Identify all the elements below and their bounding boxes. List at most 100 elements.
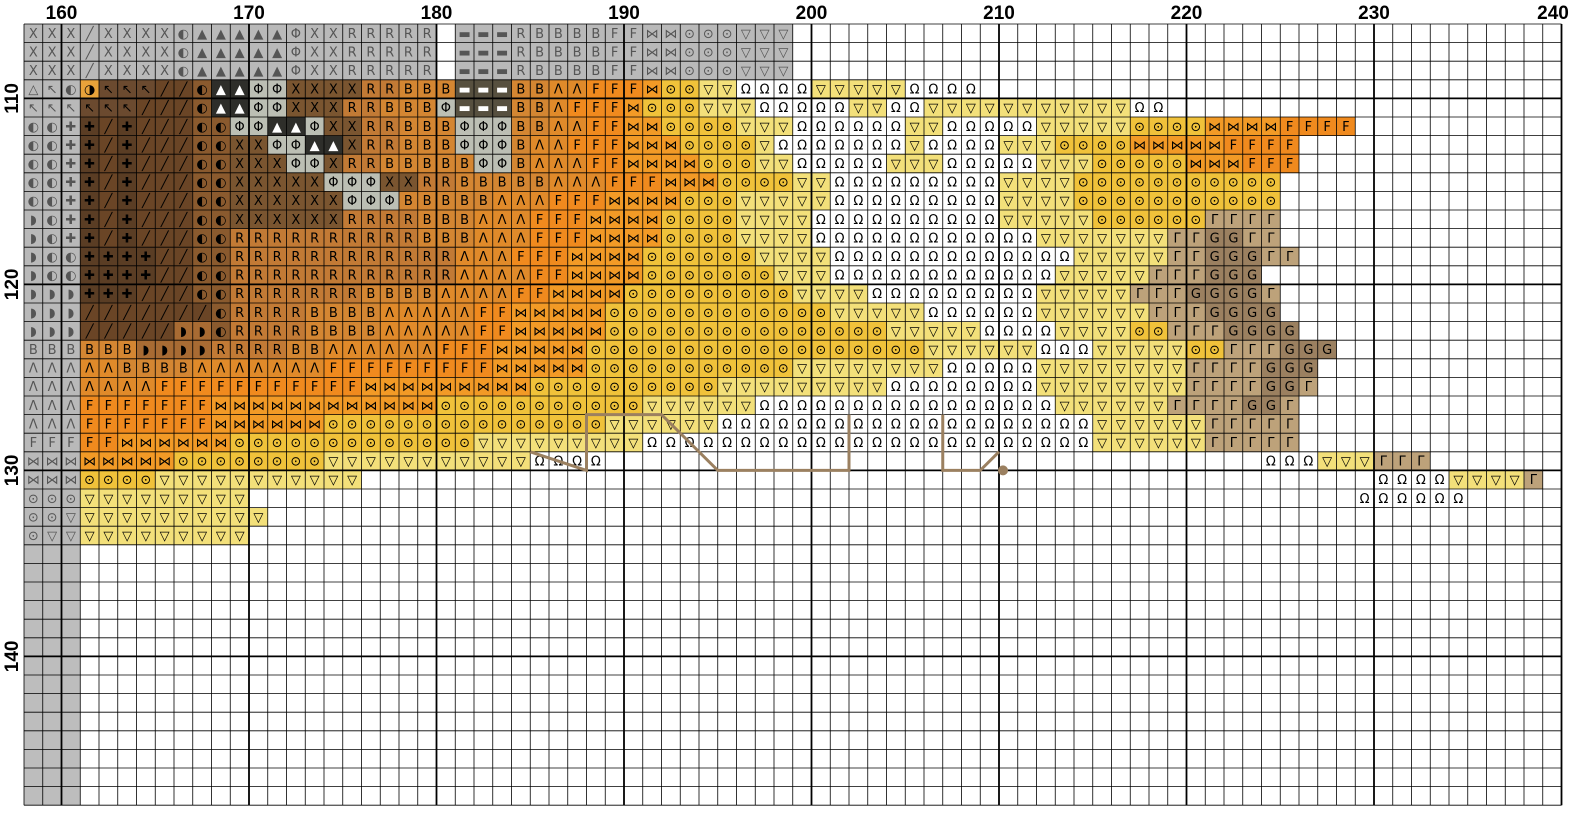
stitch-cell bbox=[286, 247, 306, 266]
stitch-symbol: R bbox=[366, 138, 375, 153]
stitch-cell bbox=[42, 303, 62, 322]
stitch-symbol: ⊙ bbox=[1134, 213, 1145, 228]
stitch-symbol: ◐ bbox=[46, 269, 57, 284]
stitch-symbol: ⋈ bbox=[346, 399, 359, 414]
stitch-cell bbox=[80, 303, 99, 322]
stitch-symbol: ▽ bbox=[1097, 250, 1107, 265]
stitch-symbol: ▽ bbox=[1041, 157, 1051, 172]
stitch-cell bbox=[42, 730, 62, 750]
stitch-symbol: B bbox=[460, 194, 469, 209]
stitch-cell bbox=[661, 228, 681, 248]
stitch-symbol: ✚ bbox=[65, 157, 76, 172]
stitch-symbol: Γ bbox=[1192, 324, 1200, 339]
stitch-symbol: ◐ bbox=[28, 194, 39, 209]
stitch-symbol: Ω bbox=[778, 138, 788, 153]
stitch-cell bbox=[586, 79, 606, 99]
stitch-symbol: ⋈ bbox=[196, 436, 209, 451]
column-label: 180 bbox=[421, 3, 453, 24]
stitch-symbol: ◐ bbox=[28, 176, 39, 191]
stitch-symbol: Γ bbox=[1192, 231, 1200, 246]
stitch-symbol: ╱ bbox=[85, 304, 95, 321]
stitch-cell bbox=[42, 619, 62, 638]
stitch-cell bbox=[417, 154, 437, 173]
stitch-cell bbox=[324, 24, 343, 43]
stitch-cell bbox=[249, 340, 268, 359]
stitch-symbol: ✚ bbox=[84, 287, 95, 302]
stitch-cell bbox=[774, 42, 793, 62]
stitch-symbol: B bbox=[291, 343, 300, 358]
stitch-symbol: ⊙ bbox=[740, 176, 751, 191]
stitch-cell bbox=[436, 117, 456, 136]
stitch-cell bbox=[211, 228, 231, 248]
stitch-symbol: Ω bbox=[1022, 231, 1032, 246]
stitch-symbol: ⊙ bbox=[684, 343, 695, 358]
stitch-symbol: G bbox=[1266, 324, 1276, 339]
stitch-symbol: ▽ bbox=[1135, 231, 1145, 246]
stitch-symbol: ⊙ bbox=[590, 362, 601, 377]
stitch-symbol: Ω bbox=[778, 417, 788, 432]
stitch-cell bbox=[736, 61, 756, 80]
stitch-symbol: ▬ bbox=[458, 101, 470, 116]
stitch-symbol: ▽ bbox=[178, 473, 188, 488]
stitch-cell bbox=[924, 321, 943, 341]
stitch-symbol: ◐ bbox=[65, 250, 76, 265]
stitch-symbol: ▽ bbox=[160, 492, 170, 507]
stitch-cell bbox=[886, 321, 906, 341]
stitch-cell bbox=[755, 172, 774, 192]
stitch-symbol: ⊙ bbox=[1134, 194, 1145, 209]
stitch-cell bbox=[680, 210, 699, 229]
stitch-cell bbox=[380, 98, 399, 117]
stitch-symbol: Λ bbox=[516, 269, 525, 284]
stitch-symbol: Ω bbox=[985, 213, 995, 228]
stitch-symbol: Λ bbox=[404, 324, 413, 339]
stitch-symbol: ▽ bbox=[722, 83, 732, 98]
stitch-symbol: ▽ bbox=[403, 455, 413, 470]
stitch-cell bbox=[380, 61, 399, 80]
stitch-cell bbox=[267, 117, 287, 136]
stitch-symbol: Ω bbox=[1022, 269, 1032, 284]
stitch-cell bbox=[136, 79, 156, 99]
stitch-symbol: G bbox=[1266, 380, 1276, 395]
stitch-symbol: X bbox=[235, 138, 244, 153]
stitch-cell bbox=[342, 117, 362, 136]
stitch-cell bbox=[1280, 247, 1299, 266]
stitch-cell bbox=[42, 786, 62, 806]
stitch-cell bbox=[586, 321, 606, 341]
stitch-symbol: ⊙ bbox=[309, 436, 320, 451]
stitch-cell bbox=[474, 24, 493, 43]
stitch-cell bbox=[717, 265, 737, 285]
stitch-cell bbox=[492, 340, 512, 359]
stitch-symbol: F bbox=[592, 157, 599, 172]
stitch-cell bbox=[1074, 98, 1093, 117]
stitch-cell bbox=[492, 79, 512, 99]
stitch-symbol: ⋈ bbox=[589, 231, 602, 246]
stitch-symbol: ⊙ bbox=[459, 417, 470, 432]
stitch-symbol: Λ bbox=[404, 306, 413, 321]
stitch-cell bbox=[380, 321, 399, 341]
stitch-cell bbox=[117, 61, 137, 80]
stitch-symbol: ▲ bbox=[216, 83, 226, 98]
stitch-symbol: ⊙ bbox=[609, 306, 620, 321]
stitch-symbol: ▽ bbox=[853, 101, 863, 116]
stitch-symbol: Γ bbox=[1174, 399, 1182, 414]
stitch-symbol: Λ bbox=[573, 120, 582, 135]
stitch-cell bbox=[117, 265, 137, 285]
stitch-symbol: Ω bbox=[835, 417, 845, 432]
stitch-symbol: X bbox=[310, 213, 319, 228]
stitch-symbol: Ω bbox=[891, 436, 901, 451]
stitch-symbol: R bbox=[254, 250, 263, 265]
stitch-cell bbox=[174, 79, 193, 99]
stitch-cell bbox=[680, 284, 699, 303]
stitch-symbol: ▲ bbox=[197, 27, 207, 42]
stitch-cell bbox=[811, 117, 831, 136]
stitch-symbol: ◐ bbox=[65, 83, 76, 98]
stitch-cell bbox=[305, 284, 324, 303]
stitch-symbol: ▽ bbox=[385, 455, 395, 470]
stitch-cell bbox=[1186, 265, 1206, 285]
stitch-symbol: F bbox=[536, 213, 543, 228]
stitch-symbol: ◐ bbox=[46, 120, 57, 135]
stitch-cell bbox=[774, 154, 793, 173]
stitch-symbol: ⊙ bbox=[609, 324, 620, 339]
stitch-cell bbox=[192, 247, 212, 266]
stitch-cell bbox=[436, 265, 456, 285]
